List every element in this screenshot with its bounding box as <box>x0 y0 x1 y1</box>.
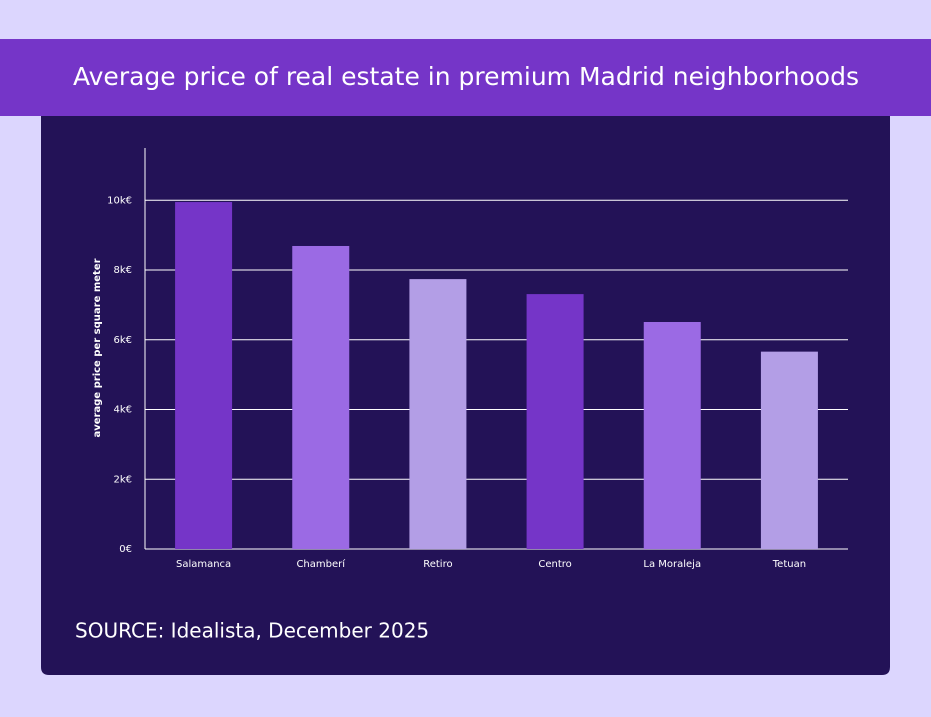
y-tick-label: 4k€ <box>113 405 132 416</box>
y-tick-label: 0€ <box>119 544 132 555</box>
bar <box>643 321 701 549</box>
x-tick-label: Centro <box>538 559 571 570</box>
bar <box>409 279 467 549</box>
bar <box>292 245 350 550</box>
y-tick-label: 10k€ <box>107 195 132 206</box>
y-tick-label: 6k€ <box>113 335 132 346</box>
x-tick-label: Tetuan <box>772 559 806 570</box>
bar <box>760 351 818 549</box>
x-tick-label: Retiro <box>423 559 452 570</box>
x-tick-label: La Moraleja <box>643 559 701 570</box>
source-note: SOURCE: Idealista, December 2025 <box>75 619 429 643</box>
y-tick-label: 2k€ <box>113 474 132 485</box>
bar <box>526 294 584 549</box>
bar <box>175 202 233 549</box>
y-tick-label: 8k€ <box>113 265 132 276</box>
x-tick-label: Salamanca <box>176 559 231 570</box>
chart-title: Average price of real estate in premium … <box>73 62 859 91</box>
y-axis-label: average price per square meter <box>92 258 103 437</box>
x-tick-label: Chamberí <box>296 558 346 570</box>
title-bar <box>0 39 931 116</box>
